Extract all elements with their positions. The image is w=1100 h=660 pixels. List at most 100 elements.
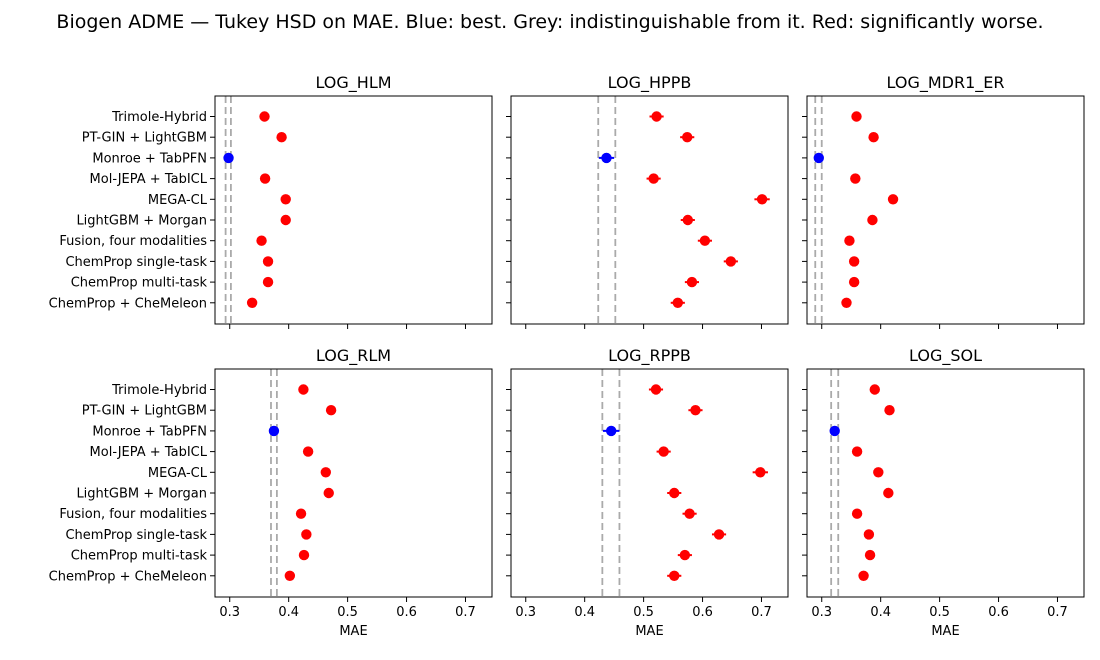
y-tick-label: ChemProp + CheMeleon: [49, 569, 207, 584]
panel-log-hppb: LOG_HPPB: [506, 73, 789, 329]
panel-log-hlm: LOG_HLM Trimole-Hybrid PT-GIN + LightGBM Mo…: [49, 73, 493, 329]
y-tick-label: PT-GIN + LightGBM: [82, 404, 207, 419]
data-point: [868, 132, 879, 143]
data-point: [672, 297, 683, 308]
data-point: [682, 132, 693, 143]
y-tick-label: Mol-JEPA + TabICL: [90, 445, 208, 460]
panel-title: LOG_SOL: [909, 346, 982, 366]
y-tick-label: ChemProp + CheMeleon: [49, 296, 207, 311]
y-tick-label: Mol-JEPA + TabICL: [90, 172, 208, 187]
figure-title: Biogen ADME — Tukey HSD on MAE. Blue: be…: [56, 11, 1043, 33]
axes-frame: [214, 95, 493, 325]
axes-frame: [510, 368, 789, 598]
data-point: [851, 111, 862, 122]
data-point: [690, 405, 701, 416]
panel-title: LOG_MDR1_ER: [887, 73, 1005, 93]
data-point: [725, 256, 737, 267]
data-point: [813, 152, 824, 164]
data-point: [262, 276, 274, 288]
data-point: [669, 487, 680, 499]
data-point: [867, 214, 878, 226]
data-point: [651, 111, 662, 122]
panel-log-rlm: LOG_RLM 0.3 0.4 0.5 0.6 0.7 Trimole-Hybrid PT-G…: [49, 346, 493, 639]
data-point: [301, 529, 312, 540]
x-tick-label: 0.5: [337, 605, 358, 620]
x-tick-label: 0.4: [870, 605, 891, 620]
data-point: [650, 384, 662, 395]
axes-frame: [214, 368, 493, 598]
data-point: [268, 425, 280, 437]
data-point: [848, 276, 860, 288]
data-point: [873, 467, 884, 478]
x-axis-label: MAE: [931, 624, 959, 639]
panels: LOG_HLM Trimole-Hybrid PT-GIN + LightGBM Mo…: [49, 73, 1085, 639]
data-point: [883, 487, 894, 499]
y-tick-label: Trimole-Hybrid: [111, 110, 207, 125]
data-point: [863, 529, 875, 540]
data-point: [276, 132, 287, 143]
y-tick-label: Monroe + TabPFN: [92, 424, 207, 439]
data-point: [298, 549, 310, 561]
data-point: [295, 508, 307, 519]
axes-frame: [806, 95, 1085, 325]
x-tick-label: 0.5: [633, 605, 654, 620]
data-point: [686, 276, 698, 288]
data-point: [887, 194, 899, 205]
x-tick-label: 0.4: [574, 605, 595, 620]
data-point: [284, 570, 296, 581]
data-point: [841, 297, 852, 308]
data-point: [684, 508, 695, 519]
data-point: [848, 256, 860, 267]
data-point: [280, 214, 291, 226]
x-axis-label: MAE: [635, 624, 663, 639]
data-point: [259, 173, 271, 184]
data-point: [851, 446, 863, 457]
x-tick-label: 0.6: [396, 605, 417, 620]
x-tick-label: 0.5: [929, 605, 950, 620]
data-point: [605, 425, 617, 437]
y-tick-label: Fusion, four modalities: [59, 234, 207, 249]
y-tick-label: ChemProp single-task: [65, 255, 207, 270]
y-tick-label: ChemProp multi-task: [71, 549, 208, 564]
x-tick-label: 0.7: [455, 605, 476, 620]
data-point: [858, 570, 869, 581]
y-tick-label: ChemProp multi-task: [71, 276, 208, 291]
data-point: [679, 549, 691, 561]
data-point: [669, 570, 680, 581]
panel-title: LOG_HPPB: [608, 73, 692, 93]
y-tick-label: Fusion, four modalities: [59, 507, 207, 522]
data-point: [325, 405, 337, 416]
axes-frame: [510, 95, 789, 325]
data-point: [323, 487, 334, 499]
axes-frame: [806, 368, 1085, 598]
data-point: [884, 405, 895, 416]
y-tick-label: Monroe + TabPFN: [92, 151, 207, 166]
data-point: [699, 235, 711, 246]
x-tick-label: 0.3: [811, 605, 832, 620]
data-point: [246, 297, 258, 308]
x-tick-label: 0.4: [278, 605, 299, 620]
y-tick-label: MEGA-CL: [148, 466, 208, 481]
panel-title: LOG_HLM: [315, 73, 391, 93]
data-point: [755, 467, 766, 478]
x-tick-label: 0.7: [751, 605, 772, 620]
data-point: [844, 235, 855, 246]
x-tick-label: 0.3: [515, 605, 536, 620]
data-point: [851, 508, 863, 519]
data-point: [648, 173, 659, 184]
y-tick-label: LightGBM + Morgan: [76, 214, 207, 229]
data-point: [223, 152, 234, 164]
x-axis-label: MAE: [339, 624, 367, 639]
y-tick-label: Trimole-Hybrid: [111, 383, 207, 398]
data-point: [601, 152, 612, 164]
data-point: [869, 384, 880, 395]
x-tick-label: 0.7: [1047, 605, 1068, 620]
data-point: [256, 235, 267, 246]
y-tick-label: MEGA-CL: [148, 193, 208, 208]
y-tick-label: PT-GIN + LightGBM: [82, 131, 207, 146]
panel-log-mdr1-er: LOG_MDR1_ER: [802, 73, 1085, 329]
data-point: [682, 214, 694, 226]
data-point: [864, 549, 876, 561]
data-point: [320, 467, 331, 478]
x-tick-label: 0.3: [219, 605, 240, 620]
